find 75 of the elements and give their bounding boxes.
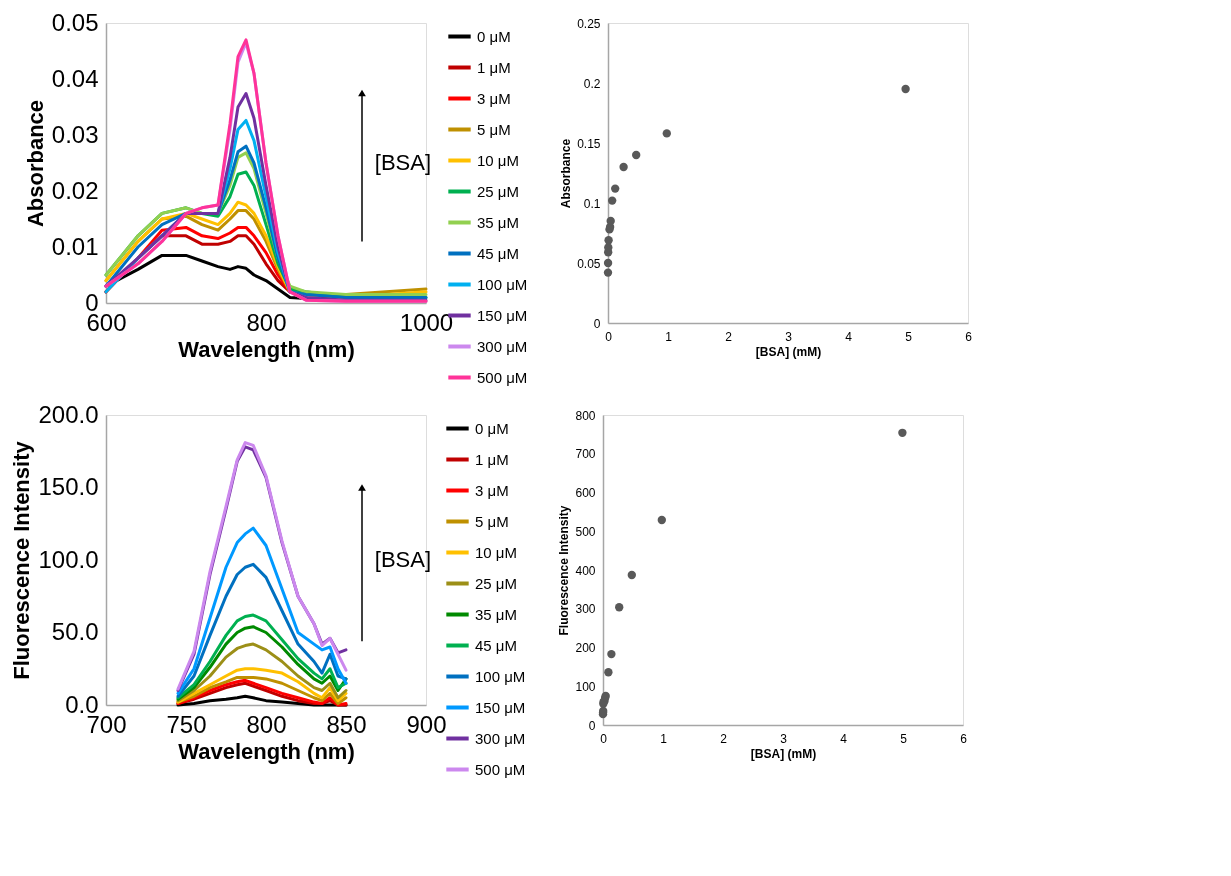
y-tick-label: 400 [575,563,596,578]
y-axis-title: Absorbance [22,99,48,228]
x-tick-label: 5 [900,731,908,746]
annotation: [BSA] [374,547,432,572]
x-tick-label: 1 [665,329,673,344]
legend-label: 5 μM [475,512,509,530]
y-tick-label: 100.0 [38,545,99,573]
legend-label: 5 μM [477,120,511,138]
legend-label: 1 μM [477,58,511,76]
y-tick-label: 200 [575,641,596,655]
x-tick-label: 2 [725,329,733,344]
legend-label: 0 μM [477,27,511,45]
x-tick-label: 800 [246,710,287,738]
y-tick-label: 800 [575,408,596,423]
y-tick-label: 0.1 [583,196,601,211]
legend-label: 25 μM [475,574,517,592]
legend-label: 150 μM [477,306,528,324]
legend-label: 10 μM [477,151,519,169]
legend-label: 25 μM [477,182,519,200]
x-tick-label: 6 [965,329,973,344]
x-tick-label: 800 [246,308,287,336]
legend-label: 300 μM [477,337,528,355]
y-tick-label: 100 [575,679,596,694]
x-axis-title: Wavelength (nm) [178,738,355,764]
y-axis-title: Fluorescence Intensity [9,440,35,680]
x-axis-title: Wavelength (nm) [178,336,355,362]
y-tick-label: 600 [575,486,596,500]
legend-label: 10 μM [475,543,517,561]
x-tick-label: 4 [840,731,848,746]
legend-label: 100 μM [475,667,526,685]
legend-label: 150 μM [475,698,526,716]
legend-label: 1 μM [475,450,509,468]
y-tick-label: 0.25 [577,16,601,31]
x-tick-label: 4 [845,329,853,344]
x-tick-label: 900 [406,710,447,738]
legend-label: 35 μM [477,213,519,231]
y-tick-label: 0.2 [583,76,601,91]
x-axis-title: [BSA] (mM) [750,746,817,761]
y-tick-label: 700 [575,447,596,462]
y-tick-label: 300 [575,602,596,617]
legend-label: 300 μM [475,729,526,747]
legend-label: 3 μM [477,89,511,107]
y-tick-label: 0.04 [51,64,99,92]
x-tick-label: 850 [326,710,367,738]
legend-label: 45 μM [475,636,517,654]
y-tick-label: 200.0 [38,400,99,428]
y-tick-label: 0.05 [51,8,99,36]
y-tick-label: 500 [575,524,596,539]
x-tick-label: 6 [960,731,968,746]
x-tick-label: 5 [905,329,913,344]
y-tick-label: 0.05 [577,256,601,271]
x-tick-label: 0 [605,329,613,344]
x-tick-label: 750 [166,710,207,738]
legend-label: 35 μM [475,605,517,623]
y-axis-title: Fluorescence Intensity [557,505,572,636]
legend-label: 45 μM [477,244,519,262]
legend-label: 500 μM [477,368,528,386]
y-tick-label: 0.02 [51,176,99,204]
x-tick-label: 1000 [399,308,454,336]
annotation: [BSA] [374,150,432,175]
x-axis-title: [BSA] (mM) [755,344,822,359]
y-tick-label: 50.0 [51,618,99,645]
x-tick-label: 3 [785,329,793,344]
y-axis-title: Absorbance [559,138,574,209]
legend-label: 0 μM [475,419,509,437]
x-tick-label: 1 [660,731,668,746]
x-tick-label: 2 [720,731,728,746]
y-tick-label: 150.0 [38,473,99,500]
y-tick-label: 0.03 [51,120,99,148]
legend-label: 3 μM [475,481,509,499]
y-tick-label: 0.15 [577,136,601,151]
x-tick-label: 3 [780,731,788,746]
legend-label: 100 μM [477,275,528,293]
legend-label: 500 μM [475,760,526,778]
y-tick-label: 0.01 [51,232,99,260]
